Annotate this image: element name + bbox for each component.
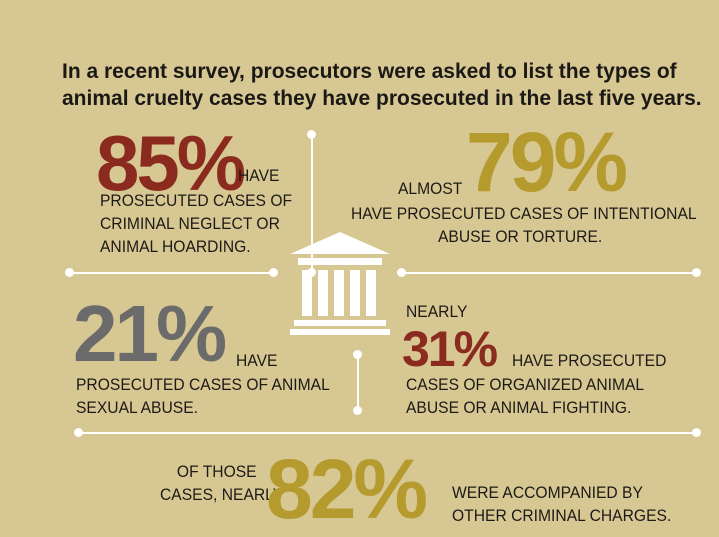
headline: In a recent survey, prosecutors were ask… — [62, 58, 712, 112]
stat-82-description: WERE ACCOMPANIED BY OTHER CRIMINAL CHARG… — [452, 483, 672, 525]
stat-31-prefix: NEARLY — [406, 302, 468, 321]
divider-dot — [353, 350, 362, 359]
divider-dot — [269, 268, 278, 277]
stat-21-description: PROSECUTED CASES OF ANIMAL SEXUAL ABUSE. — [76, 375, 330, 417]
stat-31-description: CASES OF ORGANIZED ANIMAL ABUSE OR ANIMA… — [406, 375, 645, 417]
stat-21-value: 21% — [73, 289, 227, 378]
stat-79-value: 79% — [466, 115, 628, 209]
stat-79-description-line-2: ABUSE OR TORTURE. — [438, 227, 603, 246]
stat-79-prefix: ALMOST — [398, 179, 463, 198]
divider-dot — [65, 268, 74, 277]
divider-dot — [397, 268, 406, 277]
divider-bottom — [78, 432, 696, 434]
stat-31-value: 31% — [402, 321, 498, 377]
stat-85-value: 85% — [96, 119, 246, 207]
divider-top-vertical — [311, 134, 313, 272]
stat-85-description: PROSECUTED CASES OF CRIMINAL NEGLECT OR … — [100, 191, 293, 256]
divider-dot — [307, 130, 316, 139]
divider-lower-vertical — [357, 354, 359, 410]
divider-dot — [692, 428, 701, 437]
stat-85-suffix: HAVE — [238, 166, 280, 185]
divider-dot — [353, 406, 362, 415]
stat-79-description-line-1: HAVE PROSECUTED CASES OF INTENTIONAL — [351, 204, 697, 223]
stat-21-suffix: HAVE — [236, 351, 278, 370]
stat-31-suffix: HAVE PROSECUTED — [512, 351, 667, 370]
stat-82-value: 82% — [266, 442, 428, 536]
divider-mid-right — [401, 272, 696, 274]
headline-line-2: animal cruelty cases they have prosecute… — [62, 87, 702, 110]
divider-dot — [74, 428, 83, 437]
divider-mid-left — [69, 272, 273, 274]
courthouse-icon — [290, 232, 390, 335]
headline-line-1: In a recent survey, prosecutors were ask… — [62, 60, 677, 83]
stat-82-prefix: OF THOSE CASES, NEARLY — [160, 462, 284, 504]
divider-dot — [692, 268, 701, 277]
